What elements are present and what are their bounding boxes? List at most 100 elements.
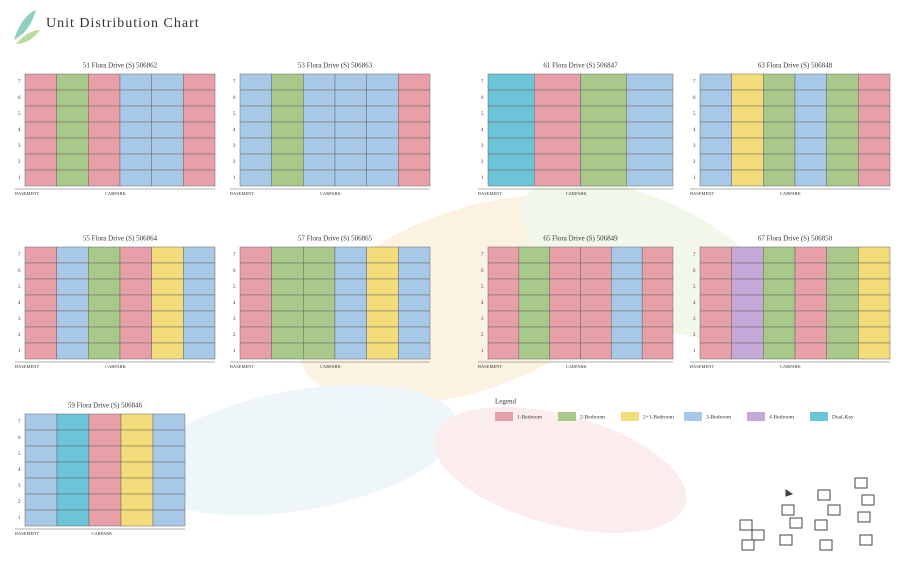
legend-swatch — [558, 412, 576, 421]
unit-cell — [641, 342, 674, 360]
block-title: 57 Flora Drive (S) 506865 — [298, 235, 373, 243]
unit-cell — [794, 105, 827, 123]
unit-cell — [151, 326, 184, 344]
unit-cell — [366, 342, 399, 360]
unit-cell — [152, 445, 186, 463]
unit-cell — [763, 294, 796, 312]
unit-cell — [487, 73, 535, 91]
unit-cell — [119, 246, 152, 264]
unit-cell — [56, 278, 89, 296]
unit-cell — [56, 310, 89, 328]
unit-cell — [580, 342, 612, 360]
unit-cell — [56, 509, 90, 527]
floor-label: 1 — [693, 176, 696, 181]
unit-cell — [56, 294, 89, 312]
unit-cell — [334, 121, 367, 139]
floor-label: 7 — [481, 253, 484, 258]
unit-cell — [626, 105, 674, 123]
block-title: 65 Flora Drive (S) 506849 — [543, 235, 618, 243]
unit-cell — [24, 509, 58, 527]
unit-cell — [334, 342, 367, 360]
unit-cell — [120, 461, 154, 479]
unit-cell — [151, 137, 184, 155]
basement-label: BASEMENT — [15, 531, 40, 536]
unit-cell — [24, 477, 58, 495]
floor-label: 1 — [693, 349, 696, 354]
unit-cell — [518, 246, 550, 264]
unit-cell — [534, 169, 581, 187]
unit-cell — [580, 169, 627, 187]
unit-cell — [763, 121, 796, 139]
unit-cell — [151, 310, 184, 328]
legend-swatch — [810, 412, 828, 421]
floor-label: 5 — [18, 452, 21, 457]
unit-cell — [56, 477, 90, 495]
unit-cell — [56, 137, 89, 155]
unit-cell — [611, 342, 643, 360]
unit-cell — [763, 89, 796, 107]
unit-cell — [366, 326, 399, 344]
unit-cell — [303, 326, 336, 344]
unit-cell — [580, 89, 627, 107]
unit-cell — [271, 246, 304, 264]
unit-cell — [88, 342, 121, 360]
block-title: 51 Flora Drive (S) 506862 — [83, 62, 158, 70]
unit-cell — [487, 105, 535, 123]
unit-cell — [88, 294, 121, 312]
unit-cell — [826, 342, 859, 360]
carpark-label: CARPARK — [780, 364, 802, 369]
unit-cell — [271, 73, 304, 91]
unit-cell — [119, 137, 152, 155]
floor-label: 4 — [233, 128, 236, 133]
unit-cell — [239, 137, 272, 155]
carpark-label: CARPARK — [320, 364, 342, 369]
floor-label: 2 — [693, 333, 696, 338]
unit-cell — [398, 89, 431, 107]
unit-cell — [763, 105, 796, 123]
unit-cell — [699, 342, 732, 360]
unit-cell — [534, 73, 581, 91]
unit-cell — [699, 278, 732, 296]
unit-cell — [271, 310, 304, 328]
floor-label: 5 — [693, 112, 696, 117]
unit-cell — [120, 493, 154, 511]
unit-cell — [239, 121, 272, 139]
basement-label: BASEMENT — [15, 364, 40, 369]
unit-cell — [239, 326, 272, 344]
unit-cell — [24, 73, 57, 91]
floor-label: 6 — [18, 269, 21, 274]
unit-cell — [183, 153, 216, 171]
unit-cell — [119, 169, 152, 187]
unit-cell — [580, 262, 612, 280]
unit-cell — [303, 169, 336, 187]
unit-cell — [151, 278, 184, 296]
unit-cell — [239, 342, 272, 360]
unit-cell — [826, 89, 859, 107]
unit-cell — [826, 278, 859, 296]
unit-cell — [271, 137, 304, 155]
unit-cell — [88, 137, 121, 155]
unit-cell — [24, 153, 57, 171]
unit-cell — [534, 105, 581, 123]
unit-cell — [487, 137, 535, 155]
unit-cell — [24, 169, 57, 187]
unit-cell — [119, 310, 152, 328]
legend-label: 2-Bedroom — [580, 414, 606, 420]
unit-cell — [303, 73, 336, 91]
unit-cell — [518, 278, 550, 296]
unit-cell — [518, 326, 550, 344]
unit-cell — [858, 310, 891, 328]
unit-cell — [56, 461, 90, 479]
floor-label: 1 — [481, 349, 484, 354]
unit-cell — [152, 493, 186, 511]
unit-cell — [518, 310, 550, 328]
unit-cell — [826, 310, 859, 328]
floor-label: 5 — [18, 285, 21, 290]
unit-cell — [549, 342, 581, 360]
floor-label: 1 — [481, 176, 484, 181]
unit-cell — [303, 105, 336, 123]
unit-cell — [183, 121, 216, 139]
unit-cell — [88, 169, 121, 187]
unit-cell — [731, 137, 764, 155]
unit-cell — [239, 278, 272, 296]
